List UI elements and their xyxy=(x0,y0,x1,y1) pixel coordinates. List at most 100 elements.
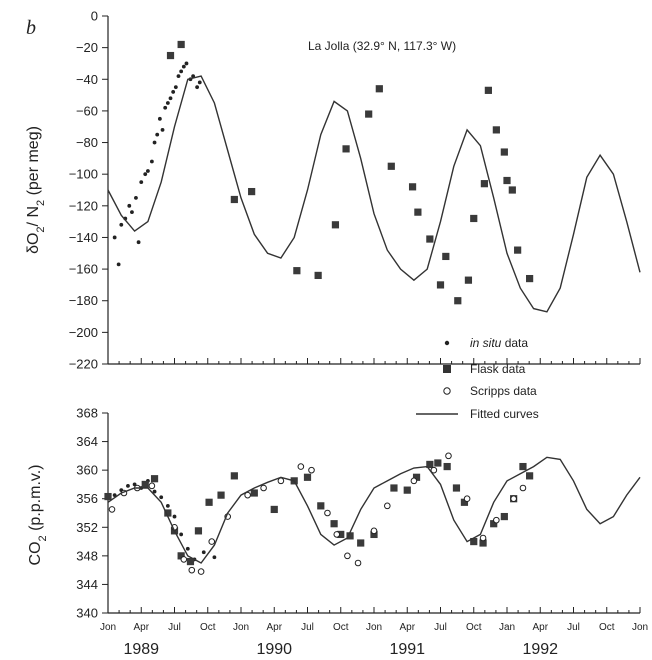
year-label: 1990 xyxy=(256,641,292,658)
site-annotation: La Jolla (32.9° N, 117.3° W) xyxy=(308,39,456,53)
series-line-fitted-curves xyxy=(107,75,641,313)
y-tick-label: 352 xyxy=(76,520,98,535)
y-tick-label: 356 xyxy=(76,491,98,506)
legend-marker-square xyxy=(443,365,451,373)
point-flask-data xyxy=(230,472,238,480)
point-scripps-data xyxy=(197,568,205,575)
point-in-situ-data xyxy=(171,90,176,94)
y-tick-label: 0 xyxy=(91,9,98,24)
point-in-situ-data xyxy=(149,159,154,164)
y-tick-label: −180 xyxy=(69,293,98,308)
point-scripps-data xyxy=(445,452,452,460)
point-flask-data xyxy=(526,274,534,283)
legend-item-flask: Flask data xyxy=(443,362,526,376)
point-flask-data xyxy=(412,473,421,481)
y-tick-label: −60 xyxy=(76,103,98,118)
point-in-situ-data xyxy=(152,140,157,145)
point-in-situ-data xyxy=(143,172,148,177)
point-flask-data xyxy=(470,537,478,546)
legend-item-scripps: Scripps data xyxy=(443,384,537,398)
year-label: 1989 xyxy=(123,641,159,658)
point-flask-data xyxy=(270,505,278,514)
point-flask-data xyxy=(186,557,195,566)
point-scripps-data xyxy=(188,566,196,574)
x-tick-label: Oct xyxy=(599,622,615,633)
point-flask-data xyxy=(317,502,325,510)
point-scripps-data xyxy=(344,552,351,560)
x-tick-label: Apr xyxy=(532,622,548,633)
point-flask-data xyxy=(177,40,185,49)
point-in-situ-data xyxy=(159,495,164,500)
legend-label-in-situ: in situ data xyxy=(470,336,528,350)
point-in-situ-data xyxy=(179,69,184,74)
point-flask-data xyxy=(426,235,434,243)
point-flask-data xyxy=(230,195,238,204)
point-flask-data xyxy=(500,148,508,156)
y-tick-label: −200 xyxy=(69,325,98,340)
series-line-fitted-curves xyxy=(107,456,641,564)
axes-o2-n2: 0 −20 −40 −60 −80 −100 −120 −140 −160 −180 −200 −22… xyxy=(69,9,641,372)
x-tick-label: Jul xyxy=(434,622,447,633)
point-in-situ-data xyxy=(179,532,184,537)
point-flask-data xyxy=(205,498,213,506)
point-scripps-data xyxy=(519,484,527,492)
point-flask-data xyxy=(370,530,378,539)
y-tick-label: 360 xyxy=(76,463,98,478)
point-flask-data xyxy=(514,246,522,254)
y-tick-label: −220 xyxy=(69,357,98,372)
point-in-situ-data xyxy=(112,235,117,240)
point-in-situ-data xyxy=(146,169,150,173)
point-flask-data xyxy=(248,187,256,196)
y-tick-label: −140 xyxy=(69,230,98,245)
point-in-situ-data xyxy=(155,132,160,137)
marks-co2 xyxy=(104,452,641,575)
point-flask-data xyxy=(314,271,322,280)
point-in-situ-data xyxy=(168,96,173,101)
point-scripps-data xyxy=(108,506,116,513)
point-scripps-data xyxy=(370,527,378,535)
point-scripps-data xyxy=(410,477,418,485)
point-in-situ-data xyxy=(112,493,117,498)
point-flask-data xyxy=(503,176,511,185)
x-tick-label: Apr xyxy=(133,622,149,633)
x-tick-label: Jon xyxy=(100,622,116,633)
x-tick-label: Jul xyxy=(168,622,181,633)
point-scripps-data xyxy=(384,502,391,510)
point-in-situ-data xyxy=(134,196,138,200)
point-in-situ-data xyxy=(157,116,162,121)
point-flask-data xyxy=(454,297,462,305)
panel-letter: b xyxy=(26,17,36,39)
point-scripps-data xyxy=(333,531,341,538)
legend: in situ data Flask data Scripps data Fit… xyxy=(416,336,539,421)
point-flask-data xyxy=(480,180,488,188)
y-tick-label: 368 xyxy=(76,406,98,421)
y-tick-label: −20 xyxy=(76,40,98,55)
point-scripps-data xyxy=(463,495,471,503)
legend-item-in-situ: in situ data xyxy=(444,336,528,350)
point-in-situ-data xyxy=(139,180,144,184)
point-in-situ-data xyxy=(201,550,206,555)
point-flask-data xyxy=(150,475,159,483)
point-flask-data xyxy=(490,520,498,528)
point-flask-data xyxy=(500,512,508,521)
point-in-situ-data xyxy=(127,203,132,208)
point-in-situ-data xyxy=(165,503,170,508)
x-tick-label: Jul xyxy=(567,622,580,633)
point-scripps-data xyxy=(479,534,487,542)
point-in-situ-data xyxy=(116,262,121,267)
point-flask-data xyxy=(479,539,487,547)
point-in-situ-data xyxy=(181,64,186,69)
point-in-situ-data xyxy=(172,514,177,519)
y-tick-label: −160 xyxy=(69,262,98,277)
point-flask-data xyxy=(250,489,258,497)
point-flask-data xyxy=(342,145,350,153)
point-flask-data xyxy=(104,492,112,501)
point-in-situ-data xyxy=(185,546,190,551)
point-in-situ-data xyxy=(191,74,196,79)
point-flask-data xyxy=(519,462,527,471)
point-flask-data xyxy=(293,267,301,275)
x-tick-label: Jon xyxy=(632,622,648,633)
point-in-situ-data xyxy=(126,483,130,488)
point-flask-data xyxy=(303,473,312,481)
